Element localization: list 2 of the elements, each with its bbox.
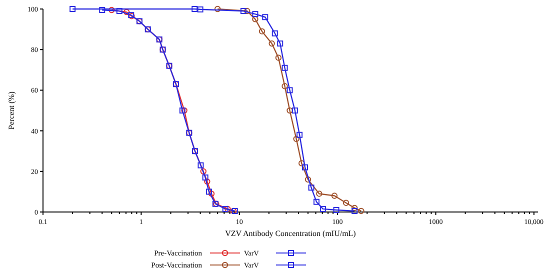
y-axis-title: Percent (%) [7,91,16,130]
x-axis-title: VZV Antibody Concentration (mIU/mL) [225,229,356,238]
